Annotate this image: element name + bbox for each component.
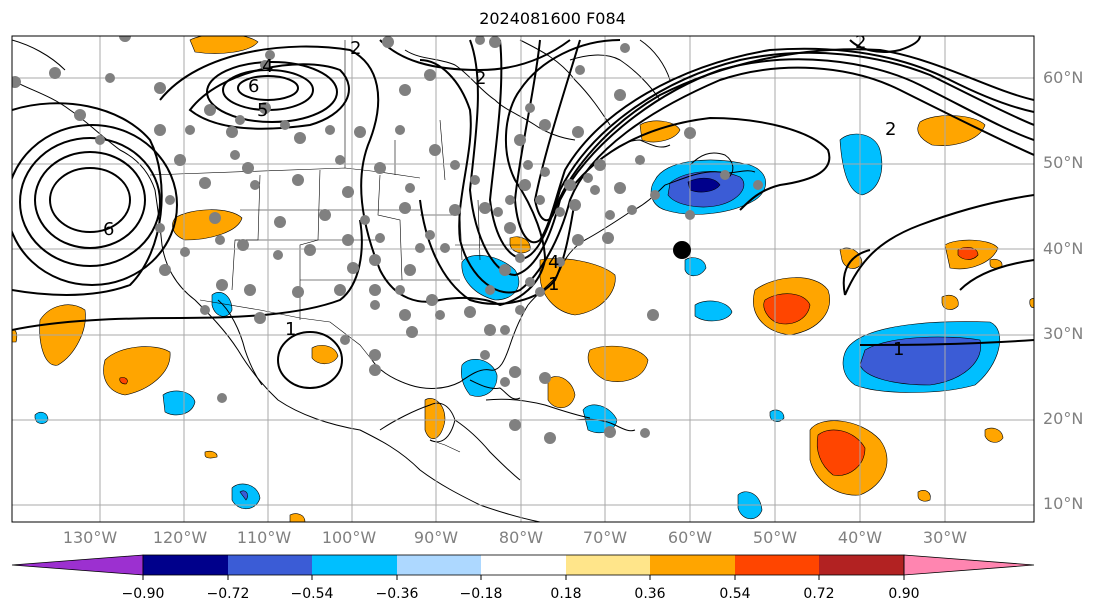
colorbar-tick-label: 0.72 [803, 586, 835, 602]
colorbar-segment [312, 555, 397, 575]
lon-label: 100°W [321, 528, 377, 547]
lon-label: 60°W [667, 528, 713, 547]
colorbar-segment [819, 555, 904, 575]
colorbar-tick-label: −0.90 [121, 586, 165, 602]
lon-label: 40°W [837, 528, 883, 547]
station-dots [12, 36, 763, 444]
lat-label: 60°N [1043, 68, 1084, 87]
colorbar-tick-label: 0.54 [719, 586, 751, 602]
lon-label: 30°W [922, 528, 968, 547]
colorbar-tick-label: 0.90 [888, 586, 920, 602]
contour-label: 2 [855, 32, 866, 53]
map-frame [11, 35, 1035, 523]
colorbar [11, 554, 1035, 580]
location-marker [673, 241, 691, 259]
contour-labels: 2 2 4 5 6 2 2 1 1 4 1 6 [103, 32, 904, 360]
contour-label: 1 [285, 319, 296, 340]
lon-label: 70°W [582, 528, 628, 547]
colorbar-tick-label: 0.18 [550, 586, 582, 602]
colorbar-tick-label: −0.36 [375, 586, 419, 602]
colorbar-segment [650, 555, 735, 575]
lon-label: 110°W [236, 528, 292, 547]
colorbar-segment [228, 555, 312, 575]
colorbar-tick-label: −0.18 [459, 586, 503, 602]
lat-label: 20°N [1043, 409, 1084, 428]
contour-label: 4 [262, 56, 273, 77]
contour-label: 1 [893, 339, 904, 360]
contour-label: 2 [885, 119, 896, 140]
lon-label: 120°W [152, 528, 208, 547]
contour-label: 2 [475, 68, 486, 89]
colorbar-tick-label: −0.72 [206, 586, 250, 602]
colorbar-segment [143, 555, 228, 575]
coastlines [12, 39, 756, 522]
colorbar-segment [481, 555, 566, 575]
contour-label: 2 [350, 38, 361, 59]
plot-title: 2024081600 F084 [479, 9, 626, 28]
colorbar-tick-label: 0.36 [634, 586, 666, 602]
lat-label: 40°N [1043, 239, 1084, 258]
contour-label: 6 [248, 76, 259, 97]
colorbar-segment [735, 555, 819, 575]
colorbar-extend-low [11, 554, 144, 576]
colorbar-segment [566, 555, 650, 575]
lat-label: 50°N [1043, 153, 1084, 172]
lat-label: 30°N [1043, 324, 1084, 343]
contour-label: 4 [548, 252, 559, 273]
colorbar-extend-high [903, 554, 1035, 576]
colorbar-tick-label: −0.54 [290, 586, 334, 602]
lon-label: 130°W [62, 528, 118, 547]
lat-label: 10°N [1043, 494, 1084, 513]
contour-label: 5 [257, 100, 268, 121]
lon-label: 80°W [498, 528, 544, 547]
contour-label: 6 [103, 219, 114, 240]
lon-label: 90°W [413, 528, 459, 547]
contour-lines [12, 36, 1034, 389]
graticule [12, 36, 1034, 522]
lon-label: 50°W [752, 528, 798, 547]
contour-label: 1 [548, 274, 559, 295]
colorbar-segment [397, 555, 481, 575]
anomaly-fills [12, 36, 1034, 522]
